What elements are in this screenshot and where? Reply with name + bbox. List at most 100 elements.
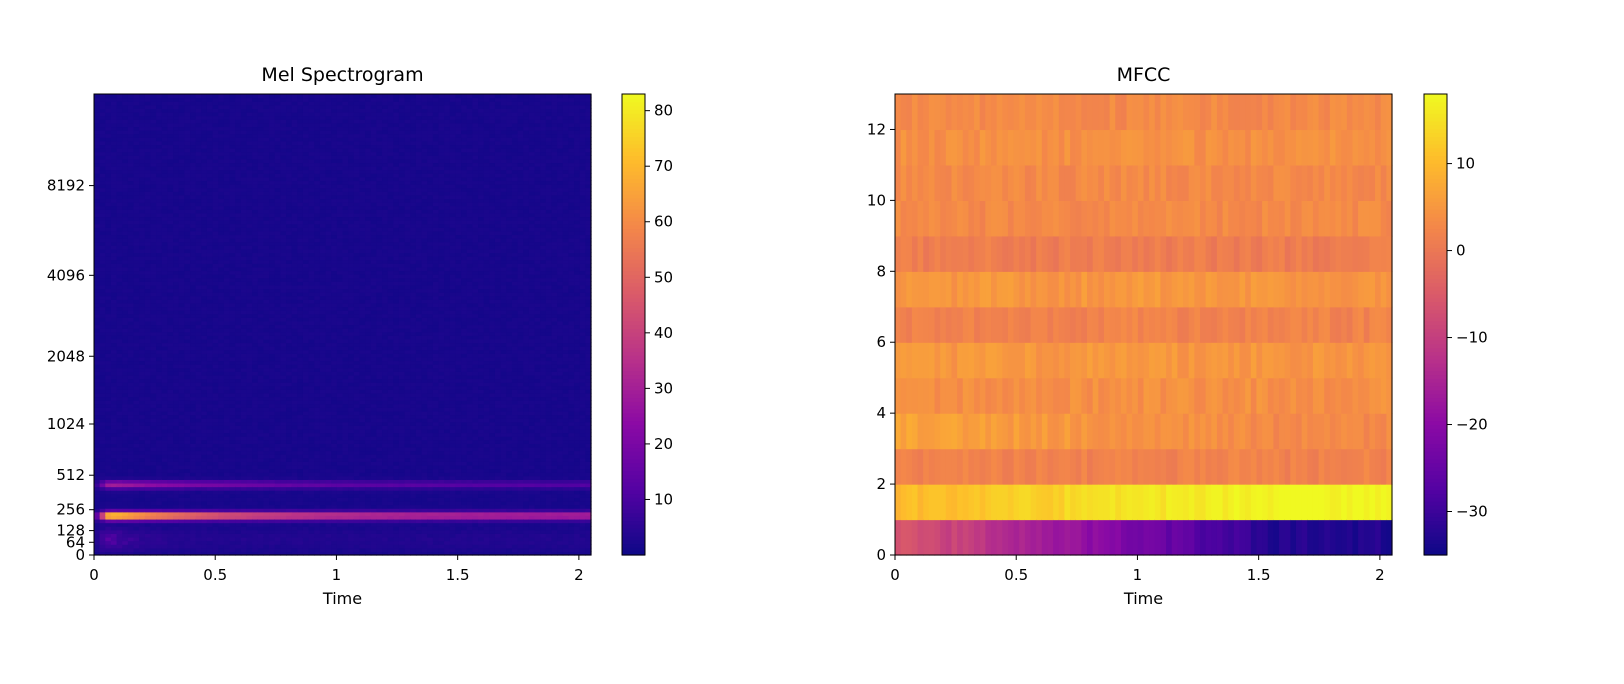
mel-cell xyxy=(122,191,129,196)
mel-cell xyxy=(212,385,219,390)
mel-cell xyxy=(252,472,259,477)
mel-cell xyxy=(223,94,231,99)
mel-cell xyxy=(240,223,248,228)
mel-cell xyxy=(240,450,248,455)
mel-cell xyxy=(99,396,106,401)
mel-cell xyxy=(286,238,293,243)
mel-cell xyxy=(302,223,310,228)
mel-cell xyxy=(218,166,225,171)
mel-cell xyxy=(286,220,293,225)
mel-cell xyxy=(110,533,118,538)
mel-cell xyxy=(229,115,236,120)
mel-cell xyxy=(274,205,281,210)
mel-cell xyxy=(173,223,180,228)
mel-cell xyxy=(150,335,157,340)
mel-cell xyxy=(144,148,152,153)
mel-cell xyxy=(167,425,174,430)
mel-cell xyxy=(144,378,152,383)
mel-cell xyxy=(156,385,163,390)
mel-cell xyxy=(122,263,129,268)
mel-cell xyxy=(139,292,146,297)
mel-cell xyxy=(184,540,191,545)
mel-cell xyxy=(235,173,242,178)
mel-cell xyxy=(280,313,287,318)
mel-cell xyxy=(291,518,298,524)
mel-cell xyxy=(178,504,185,509)
mel-cell xyxy=(269,472,276,477)
mel-cell xyxy=(144,518,152,524)
mel-cell xyxy=(302,256,310,261)
mel-cell xyxy=(297,392,304,398)
mel-cell xyxy=(178,166,185,171)
mel-cell xyxy=(297,378,304,383)
mel-cell xyxy=(99,238,106,243)
mel-cell xyxy=(156,284,163,290)
mel-cell xyxy=(269,461,276,466)
mel-cell xyxy=(223,317,231,322)
mel-cell xyxy=(167,288,174,293)
mel-cell xyxy=(223,234,231,239)
mel-cell xyxy=(235,155,242,160)
mel-cell xyxy=(218,374,225,380)
mel-cell xyxy=(291,130,298,135)
mel-cell xyxy=(280,216,287,221)
mel-cell xyxy=(286,457,293,462)
mel-cell xyxy=(246,223,253,228)
mel-cell xyxy=(99,526,106,531)
mel-cell xyxy=(291,191,298,196)
mel-cell xyxy=(252,212,259,218)
mel-cell xyxy=(122,511,129,516)
mel-cell xyxy=(122,284,129,290)
mel-cell xyxy=(190,346,197,351)
mel-cell xyxy=(269,176,276,182)
mel-cell xyxy=(201,140,208,146)
mel-cell xyxy=(280,421,287,426)
mel-cell xyxy=(195,320,202,326)
mel-cell xyxy=(99,511,106,516)
mel-cell xyxy=(190,281,197,286)
mel-cell xyxy=(133,306,140,311)
mel-cell xyxy=(173,130,180,135)
mel-cell xyxy=(116,436,123,441)
mel-cell xyxy=(235,421,242,426)
mel-cell xyxy=(150,184,157,189)
mel-cell xyxy=(308,529,315,534)
mel-cell xyxy=(116,392,123,398)
mel-cell xyxy=(161,281,169,286)
mel-cell xyxy=(156,439,163,444)
mel-cell xyxy=(139,187,146,192)
mel-cell xyxy=(286,482,293,488)
mel-cell xyxy=(110,392,118,398)
mel-cell xyxy=(178,119,185,124)
mel-cell xyxy=(218,493,225,498)
mel-cell xyxy=(150,166,157,171)
mel-cell xyxy=(133,403,140,408)
mel-cell xyxy=(240,288,248,293)
mel-cell xyxy=(269,482,276,488)
mel-cell xyxy=(229,137,236,142)
mel-cell xyxy=(133,263,140,268)
mel-cell xyxy=(291,148,298,153)
mel-cell xyxy=(269,436,276,441)
mel-cell xyxy=(133,331,140,336)
mel-cell xyxy=(150,464,157,470)
mel-cell xyxy=(133,126,140,131)
mel-cell xyxy=(161,130,169,135)
mel-cell xyxy=(167,396,174,401)
mel-cell xyxy=(257,263,265,268)
mel-cell xyxy=(184,209,191,214)
mel-cell xyxy=(218,133,225,138)
mel-cell xyxy=(263,187,270,192)
mel-cell xyxy=(274,328,281,333)
mel-cell xyxy=(167,191,174,196)
mel-cell xyxy=(269,526,276,531)
mel-cell xyxy=(269,162,276,167)
mel-cell xyxy=(105,382,112,387)
mel-cell xyxy=(223,486,231,491)
mel-cell xyxy=(201,108,208,113)
mel-cell xyxy=(240,421,248,426)
mel-cell xyxy=(280,320,287,326)
mel-cell xyxy=(178,536,185,542)
mel-cell xyxy=(105,356,112,362)
mel-cell xyxy=(286,115,293,120)
